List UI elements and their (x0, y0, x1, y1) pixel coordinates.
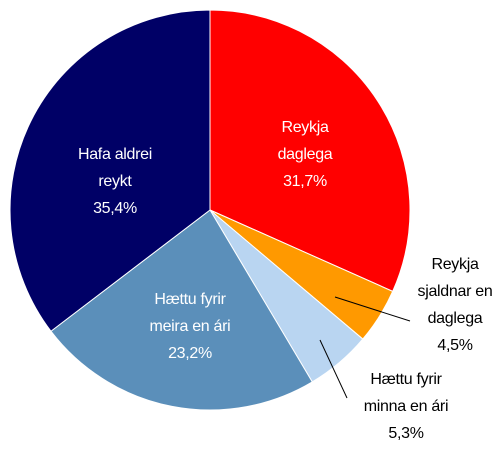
slice-label: Hættu fyrir meira en ári (149, 291, 231, 335)
slice-label: Hættu fyrir minna en ári (363, 371, 449, 415)
slice-label: Reykja sjaldnar en daglega (417, 256, 493, 327)
slice-value-label: 35,4% (93, 200, 137, 217)
pie-slice (50, 209, 313, 411)
pie-slice (9, 9, 211, 332)
slice-value-label: 5,3% (388, 425, 424, 442)
slice-value-label: 31,7% (283, 173, 327, 190)
slice-value-label: 23,2% (168, 345, 212, 362)
leader-line (319, 339, 348, 399)
pie-slice (209, 9, 411, 293)
slice-label: Reykja daglega (277, 119, 333, 163)
leader-line (334, 296, 411, 322)
slice-value-label: 4,5% (437, 337, 473, 354)
slice-label: Hafa aldrei reykt (77, 146, 153, 190)
